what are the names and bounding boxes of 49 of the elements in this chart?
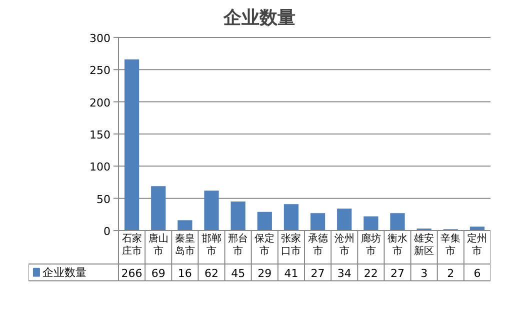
bar [230, 202, 246, 230]
data-label: 45 [231, 266, 246, 280]
x-tick-label: 石家庄市 [122, 232, 142, 258]
x-tick-label: 保定市 [254, 232, 275, 258]
bar [390, 213, 405, 230]
data-label: 6 [474, 266, 481, 280]
x-tick-label: 沧州市 [334, 232, 354, 258]
x-tick-label: 承德市 [308, 233, 328, 258]
y-tick-label: 250 [90, 64, 111, 78]
data-label: 22 [364, 266, 378, 280]
x-tick-label: 秦皇岛市 [174, 232, 195, 258]
data-label: 69 [151, 266, 166, 280]
bar [151, 186, 166, 230]
data-label: 2 [447, 266, 454, 280]
x-tick-label: 雄安新区 [413, 232, 434, 258]
data-label: 27 [390, 266, 404, 280]
y-tick-label: 150 [90, 128, 111, 142]
data-label: 62 [204, 266, 218, 280]
data-label: 3 [420, 266, 428, 280]
data-label: 27 [310, 266, 325, 280]
data-label: 16 [178, 266, 192, 280]
legend-label: 企业数量 [42, 266, 86, 279]
x-tick-label: 张家口市 [281, 232, 302, 258]
data-label: 29 [258, 266, 272, 280]
x-tick-label: 定州市 [467, 232, 488, 258]
bar [337, 208, 352, 230]
bar [470, 226, 485, 230]
y-tick-label: 100 [90, 160, 111, 174]
y-tick-label: 200 [90, 96, 111, 110]
bar [310, 213, 326, 230]
bar [364, 216, 378, 230]
bar [124, 59, 140, 230]
x-tick-label: 邯郸市 [202, 232, 222, 258]
data-label: 41 [284, 266, 298, 280]
x-tick-label: 唐山市 [148, 232, 168, 258]
chart-title: 企业数量 [222, 8, 296, 28]
data-label: 34 [337, 266, 352, 280]
x-tick-label: 廊坊市 [360, 232, 381, 258]
bar [257, 212, 272, 230]
x-tick-label: 辛集市 [440, 232, 461, 258]
x-tick-label: 衡水市 [388, 232, 408, 258]
x-tick-label: 邢台市 [228, 232, 248, 258]
bar [178, 220, 192, 230]
bar [204, 190, 219, 230]
y-tick-label: 0 [104, 224, 110, 238]
data-label: 266 [121, 266, 142, 280]
y-tick-label: 300 [90, 32, 111, 45]
y-tick-label: 50 [96, 192, 111, 206]
bar [284, 204, 299, 230]
